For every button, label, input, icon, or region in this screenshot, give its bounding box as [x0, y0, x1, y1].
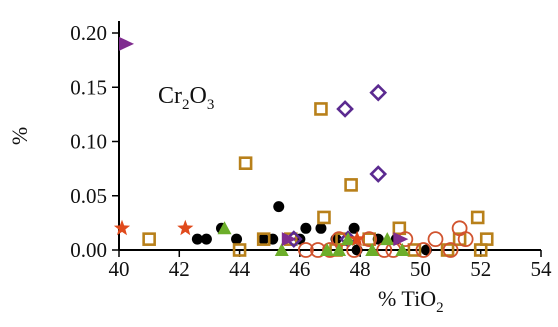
data-point-green-triangle: [274, 243, 289, 256]
data-point-tan-square: [317, 210, 331, 225]
x-tick-label: 50: [410, 257, 431, 281]
data-point-orange-circle: [415, 242, 432, 258]
y-axis-title: %: [7, 127, 32, 145]
data-point-black-circle: [300, 222, 312, 234]
data-point-black-circle: [273, 201, 285, 213]
data-point-red-star: [177, 219, 194, 236]
data-point-tan-square: [314, 102, 328, 116]
data-point-green-triangle: [380, 232, 395, 246]
y-tick-label: 0.10: [70, 130, 107, 154]
data-point-orange-circle: [297, 242, 314, 258]
data-point-tan-square: [344, 178, 358, 192]
data-point-tan-square: [256, 232, 271, 246]
data-point-green-triangle: [332, 243, 347, 256]
data-point-tan-square: [407, 243, 422, 257]
data-point-purple-diamond: [369, 165, 388, 183]
annotation-o: O: [190, 83, 207, 109]
annotation-cr: Cr: [158, 83, 182, 109]
data-point-tan-square: [470, 210, 485, 225]
series-annotation: Cr2O3: [158, 83, 214, 113]
points-layer: [113, 36, 494, 258]
data-point-orange-circle: [442, 242, 459, 258]
x-tick-label: 46: [289, 257, 310, 281]
data-point-purple-diamond: [336, 100, 354, 118]
data-point-green-triangle: [365, 243, 380, 256]
data-point-green-triangle: [217, 221, 232, 235]
data-point-purple-diamond: [369, 83, 388, 102]
data-point-black-circle: [348, 222, 360, 234]
y-tick-label: 0.05: [70, 184, 107, 208]
x-tick-label: 40: [109, 257, 130, 281]
data-point-red-star: [113, 219, 131, 236]
data-point-orange-circle: [457, 231, 474, 248]
x-tick-label: 54: [531, 257, 553, 281]
data-point-magenta-triangle: [281, 232, 297, 247]
data-point-tan-square: [362, 232, 376, 246]
y-tick-label: 0.15: [70, 75, 107, 99]
data-point-green-triangle: [395, 243, 410, 256]
data-point-black-circle: [191, 233, 203, 245]
data-point-orange-circle: [361, 231, 378, 248]
data-point-tan-square: [238, 156, 253, 170]
data-point-black-circle: [231, 233, 243, 245]
data-point-red-star: [349, 230, 366, 246]
data-point-green-triangle: [319, 243, 334, 256]
data-point-tan-square: [142, 232, 156, 246]
data-point-green-triangle: [341, 232, 356, 246]
data-point-black-circle: [315, 222, 327, 234]
data-point-tan-square: [473, 243, 488, 257]
y-tick-label: 0.20: [70, 21, 107, 45]
data-point-tan-square: [392, 221, 407, 236]
x-axis-title-main: % TiO: [378, 286, 436, 311]
x-tick-label: 42: [169, 257, 190, 281]
data-point-magenta-triangle: [119, 36, 135, 51]
data-point-tan-square: [479, 232, 494, 246]
data-point-black-circle: [258, 233, 270, 245]
data-point-magenta-triangle: [393, 232, 409, 247]
annotation-sub-2: 2: [182, 97, 190, 113]
x-tick-label: 44: [229, 257, 251, 281]
data-point-tan-square: [232, 243, 247, 257]
data-point-black-circle: [200, 233, 212, 245]
ticks-layer: 40 42 44 46 48 50 52 54 0.00 0.05 0.10 0.15 0.20: [70, 21, 552, 281]
data-point-orange-circle: [427, 231, 444, 248]
x-tick-label: 52: [470, 257, 491, 281]
x-tick-label: 48: [350, 257, 371, 281]
x-axis-title-sub: 2: [436, 300, 444, 316]
y-tick-label: 0.00: [70, 238, 107, 262]
x-axis-title: % TiO2: [378, 286, 444, 316]
data-point-tan-square: [452, 232, 467, 246]
annotation-sub-3: 3: [207, 97, 215, 113]
